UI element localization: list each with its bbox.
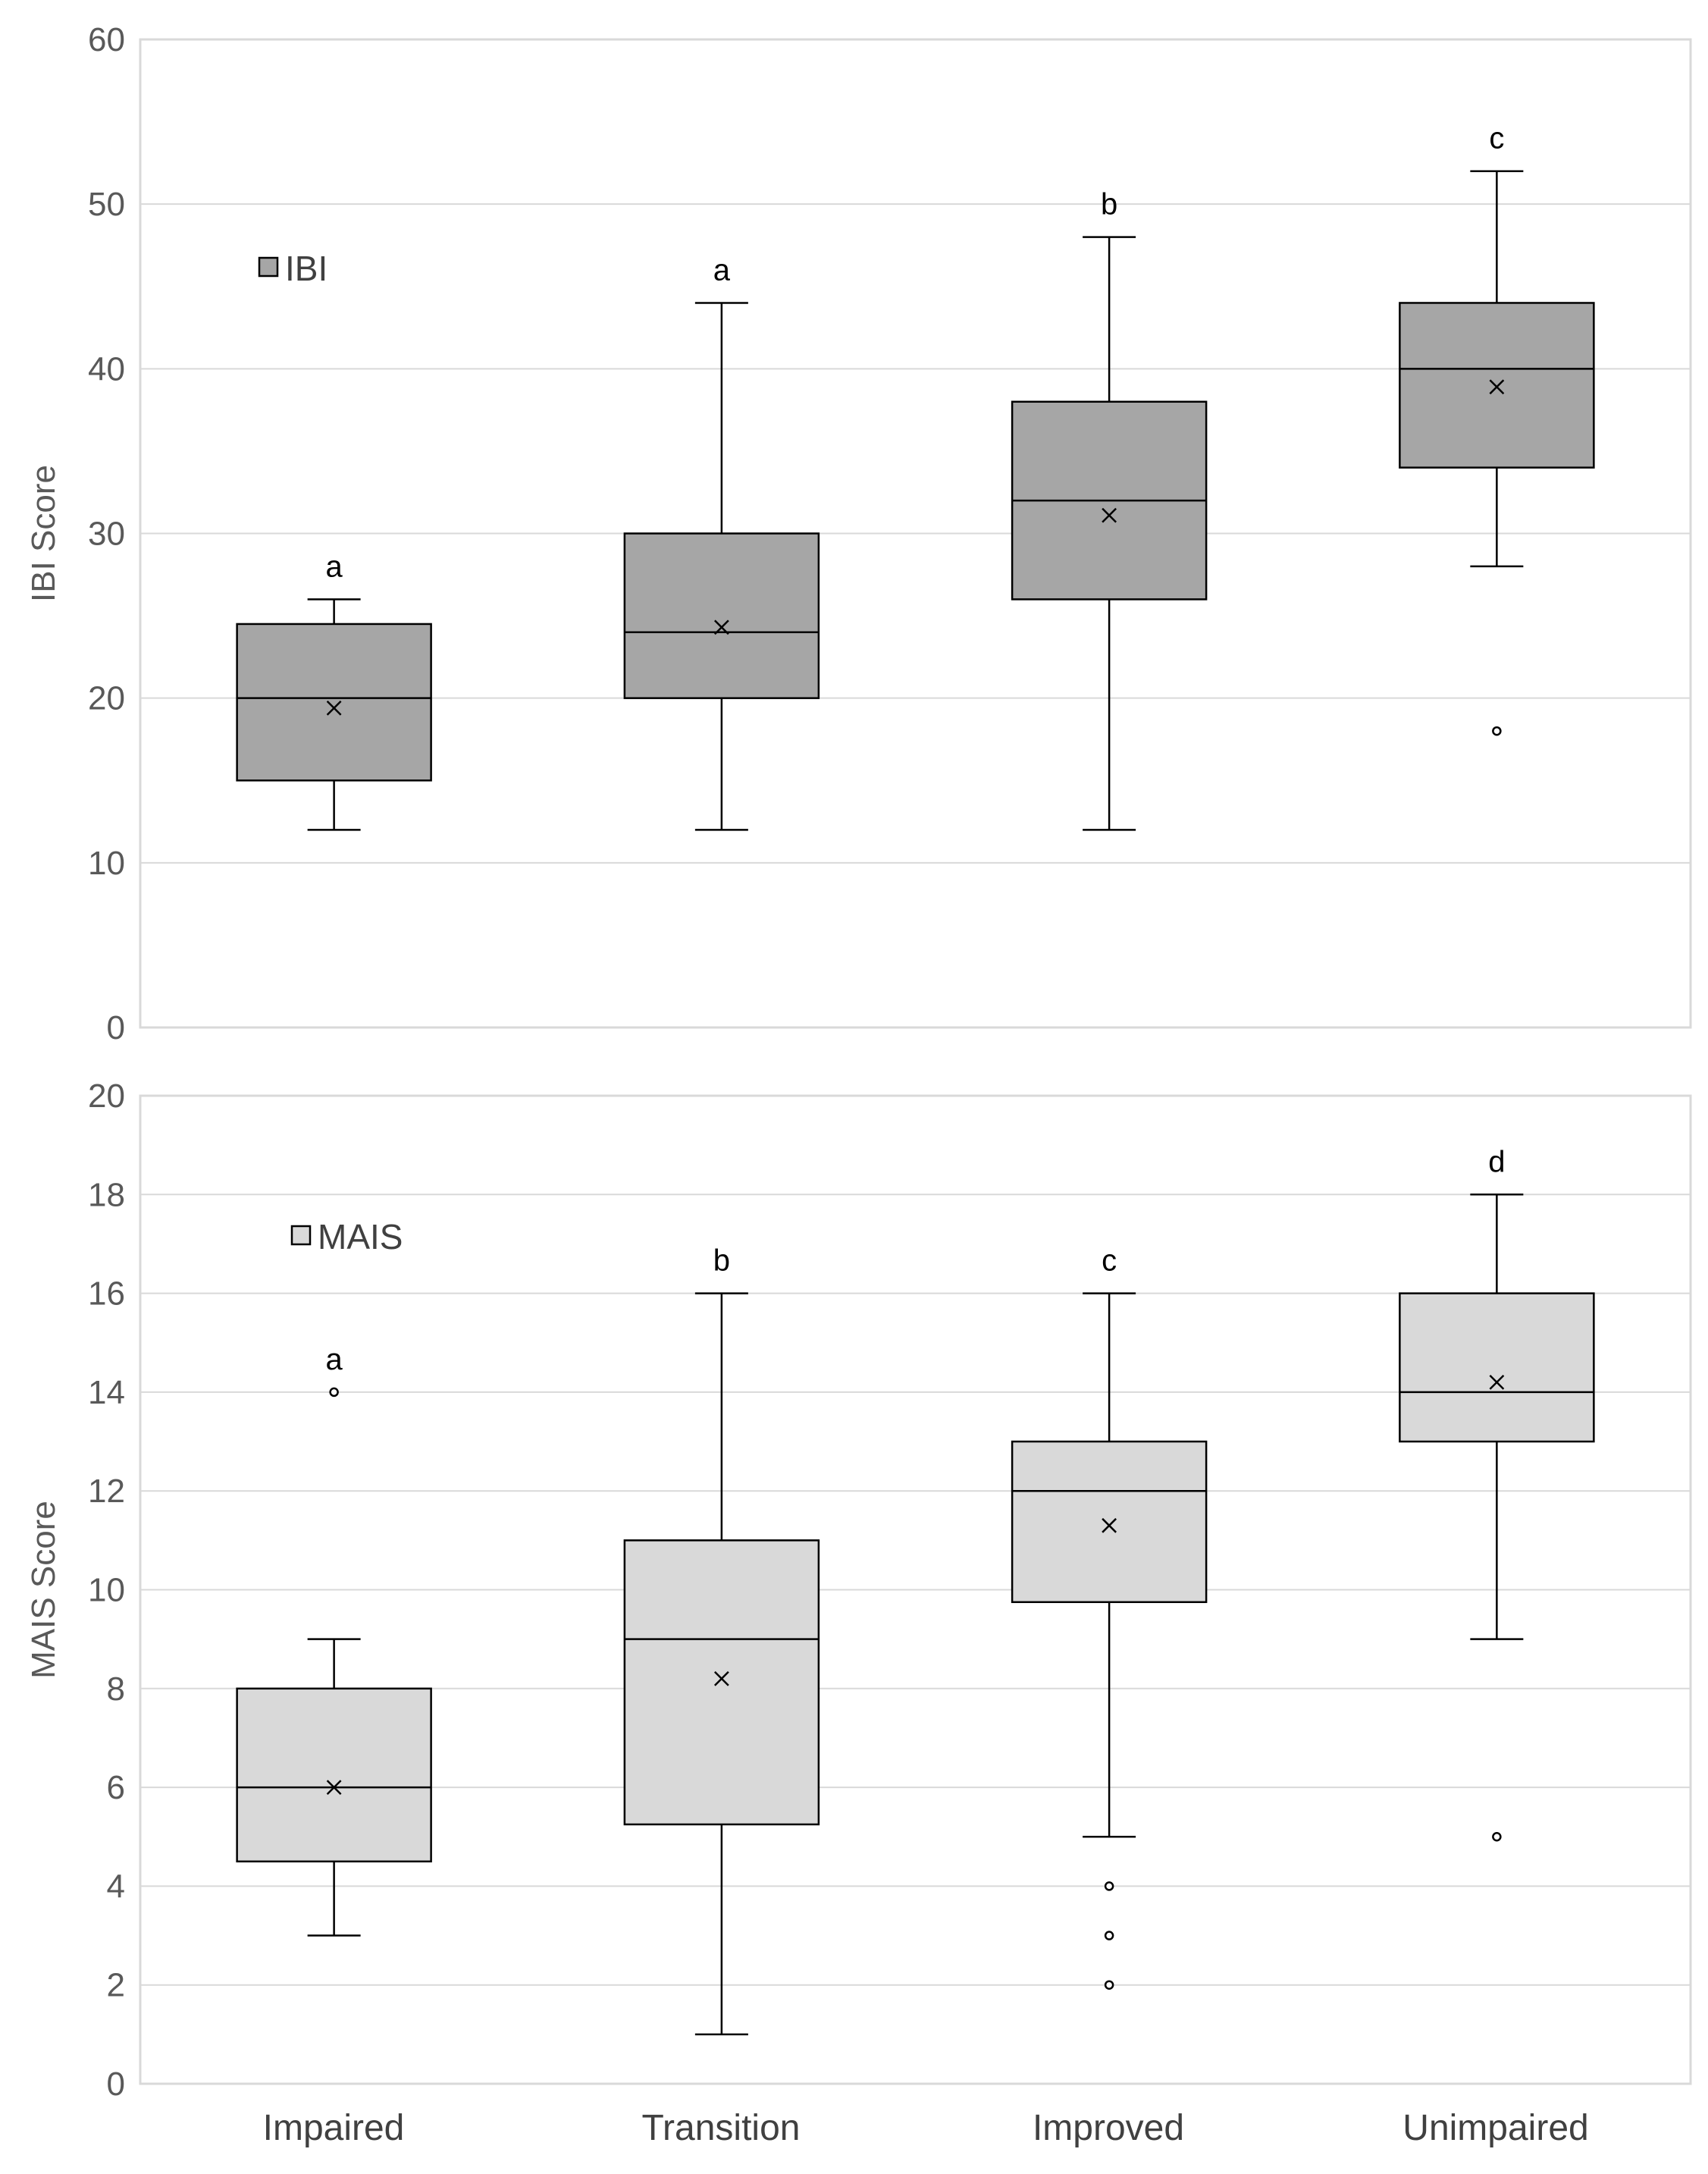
y-tick-label: 60	[88, 21, 125, 58]
plot-area-frame	[139, 1094, 1692, 2085]
significance-letter: c	[1489, 122, 1504, 155]
significance-letter: a	[326, 1343, 343, 1376]
box-unimpaired: c	[1399, 122, 1595, 736]
iqr-box	[1011, 1440, 1208, 1604]
outlier-point	[1104, 1931, 1114, 1940]
significance-letter: c	[1102, 1244, 1117, 1278]
mean-marker	[713, 1670, 729, 1686]
outlier-point	[1492, 726, 1502, 736]
iqr-box	[1399, 1292, 1595, 1443]
y-tick-label: 50	[88, 186, 125, 223]
y-tick-label: 20	[88, 680, 125, 717]
y-tick-label: 30	[88, 516, 125, 553]
x-category-label: Impaired	[263, 2108, 405, 2148]
box-improved: b	[1011, 188, 1208, 831]
significance-letter: b	[1101, 188, 1117, 221]
iqr-box	[1399, 302, 1595, 469]
mean-marker	[1489, 1374, 1505, 1390]
plot-area-frame	[139, 38, 1692, 1029]
significance-letter: d	[1488, 1145, 1505, 1178]
mais-panel: 0 2 4 6 8 10 12 14 16 18 20 MAIS Score MAIS a b c d	[25, 1078, 1692, 2103]
mean-marker	[326, 700, 342, 716]
box-transition: b	[623, 1244, 820, 2036]
x-category-label: Improved	[1033, 2108, 1184, 2148]
box-improved: c	[1011, 1244, 1208, 1990]
legend-label: MAIS	[318, 1217, 403, 1256]
y-tick-label: 0	[107, 1009, 125, 1046]
y-tick-label: 0	[107, 2066, 125, 2103]
mean-marker	[713, 620, 729, 635]
box-transition: a	[623, 253, 820, 831]
ibi-panel: 0 10 20 30 40 50 60 IBI Score IBI a a b c	[25, 21, 1692, 1046]
significance-letter: b	[713, 1244, 730, 1278]
box-unimpaired: d	[1399, 1145, 1595, 1842]
outlier-point	[329, 1387, 339, 1398]
x-axis: Impaired Transition Improved Unimpaired	[263, 2108, 1589, 2148]
y-tick-label: 20	[88, 1078, 125, 1115]
mean-marker	[1489, 379, 1505, 395]
outlier-point	[1492, 1832, 1502, 1842]
y-tick-label: 10	[88, 1572, 125, 1609]
legend: MAIS	[290, 1217, 403, 1256]
y-tick-label: 8	[107, 1670, 125, 1708]
iqr-box	[236, 623, 432, 782]
y-tick-label: 12	[88, 1473, 125, 1510]
y-tick-label: 2	[107, 1967, 125, 2004]
iqr-box	[623, 532, 820, 699]
y-tick-label: 18	[88, 1176, 125, 1213]
y-tick-label: 10	[88, 845, 125, 882]
iqr-box	[623, 1539, 820, 1826]
mean-marker	[1102, 507, 1117, 523]
y-tick-label: 6	[107, 1769, 125, 1806]
box-impaired: a	[236, 1343, 432, 1937]
legend-swatch	[258, 256, 279, 278]
y-tick-label: 4	[107, 1868, 125, 1905]
mean-marker	[326, 1780, 342, 1795]
box-impaired: a	[236, 550, 432, 831]
y-tick-label: 14	[88, 1374, 125, 1411]
significance-letter: a	[326, 550, 343, 583]
x-category-label: Transition	[642, 2108, 801, 2148]
x-category-label: Unimpaired	[1402, 2108, 1588, 2148]
legend-swatch	[290, 1225, 312, 1246]
y-tick-label: 16	[88, 1275, 125, 1313]
outlier-point	[1104, 1980, 1114, 1990]
y-axis-label: IBI Score	[25, 465, 62, 602]
outlier-point	[1104, 1881, 1114, 1891]
y-axis-label: MAIS Score	[25, 1501, 62, 1679]
iqr-box	[236, 1687, 432, 1863]
mean-marker	[1102, 1517, 1117, 1533]
legend: IBI	[258, 249, 327, 288]
y-tick-label: 40	[88, 350, 125, 387]
significance-letter: a	[713, 253, 731, 287]
legend-label: IBI	[285, 249, 327, 288]
